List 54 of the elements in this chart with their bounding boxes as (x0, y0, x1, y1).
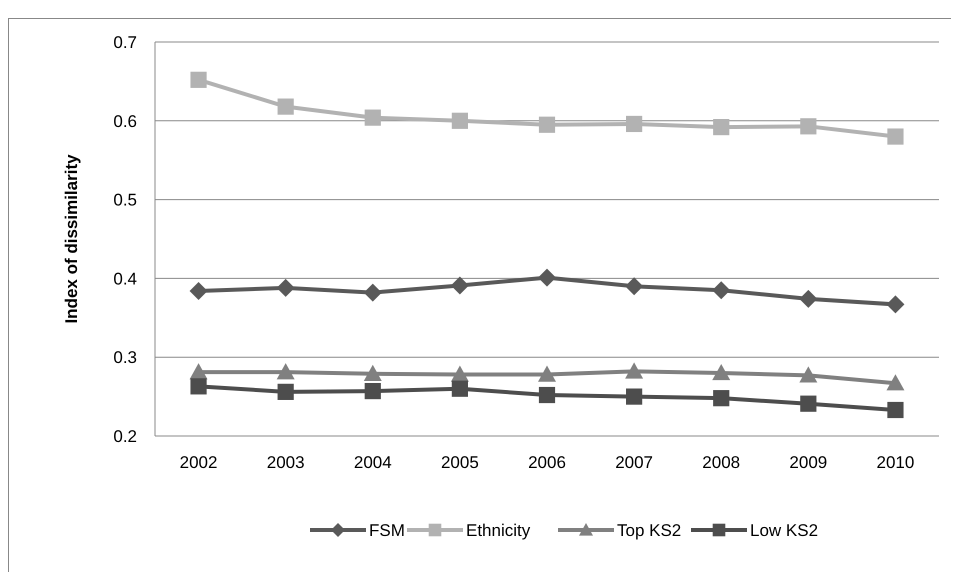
point (712, 364, 730, 380)
y-tick-label: 0.7 (113, 32, 137, 52)
point (625, 277, 644, 296)
point (278, 98, 294, 115)
point (538, 366, 556, 382)
point (364, 364, 382, 381)
point (278, 384, 294, 400)
point (886, 295, 904, 314)
point (190, 282, 208, 300)
point (276, 363, 295, 380)
x-tick-label: 2005 (440, 453, 479, 472)
x-tick-label: 2009 (789, 453, 828, 472)
point (799, 366, 818, 383)
point (626, 388, 642, 405)
point (625, 362, 644, 379)
point (538, 268, 556, 287)
y-axis-title: Index of dissimilarity (62, 154, 81, 324)
x-tick-label: 2006 (528, 453, 566, 472)
x-tick-label: 2002 (180, 453, 218, 472)
x-tick-label: 2004 (354, 453, 392, 472)
point (626, 116, 642, 132)
point (713, 119, 730, 136)
point (364, 110, 381, 126)
y-tick-label: 0.5 (113, 190, 137, 210)
y-tick-label: 0.6 (113, 112, 137, 131)
point (886, 374, 904, 390)
point (799, 290, 818, 308)
point (452, 112, 468, 129)
point (800, 396, 816, 412)
legend-label: Ethnicity (466, 520, 531, 540)
point (364, 382, 381, 400)
legend-label: Top KS2 (617, 520, 682, 540)
point (276, 278, 295, 297)
point (887, 402, 904, 418)
point (364, 284, 382, 302)
point (452, 380, 468, 397)
point (887, 128, 904, 145)
x-tick-label: 2007 (615, 453, 654, 472)
x-tick-label: 2008 (702, 453, 740, 472)
point (538, 386, 556, 404)
point (713, 390, 730, 406)
point (450, 276, 469, 294)
y-tick-label: 0.2 (113, 426, 137, 446)
x-tick-label: 2003 (266, 453, 305, 472)
point (800, 118, 816, 134)
y-tick-label: 0.4 (113, 269, 137, 288)
point (538, 116, 556, 133)
point (712, 281, 730, 300)
y-tick-label: 0.3 (113, 348, 137, 368)
point (190, 72, 207, 88)
legend-label: FSM (369, 520, 405, 540)
x-tick-label: 2010 (876, 453, 914, 472)
legend-label: Low KS2 (750, 520, 818, 540)
point (190, 378, 207, 394)
